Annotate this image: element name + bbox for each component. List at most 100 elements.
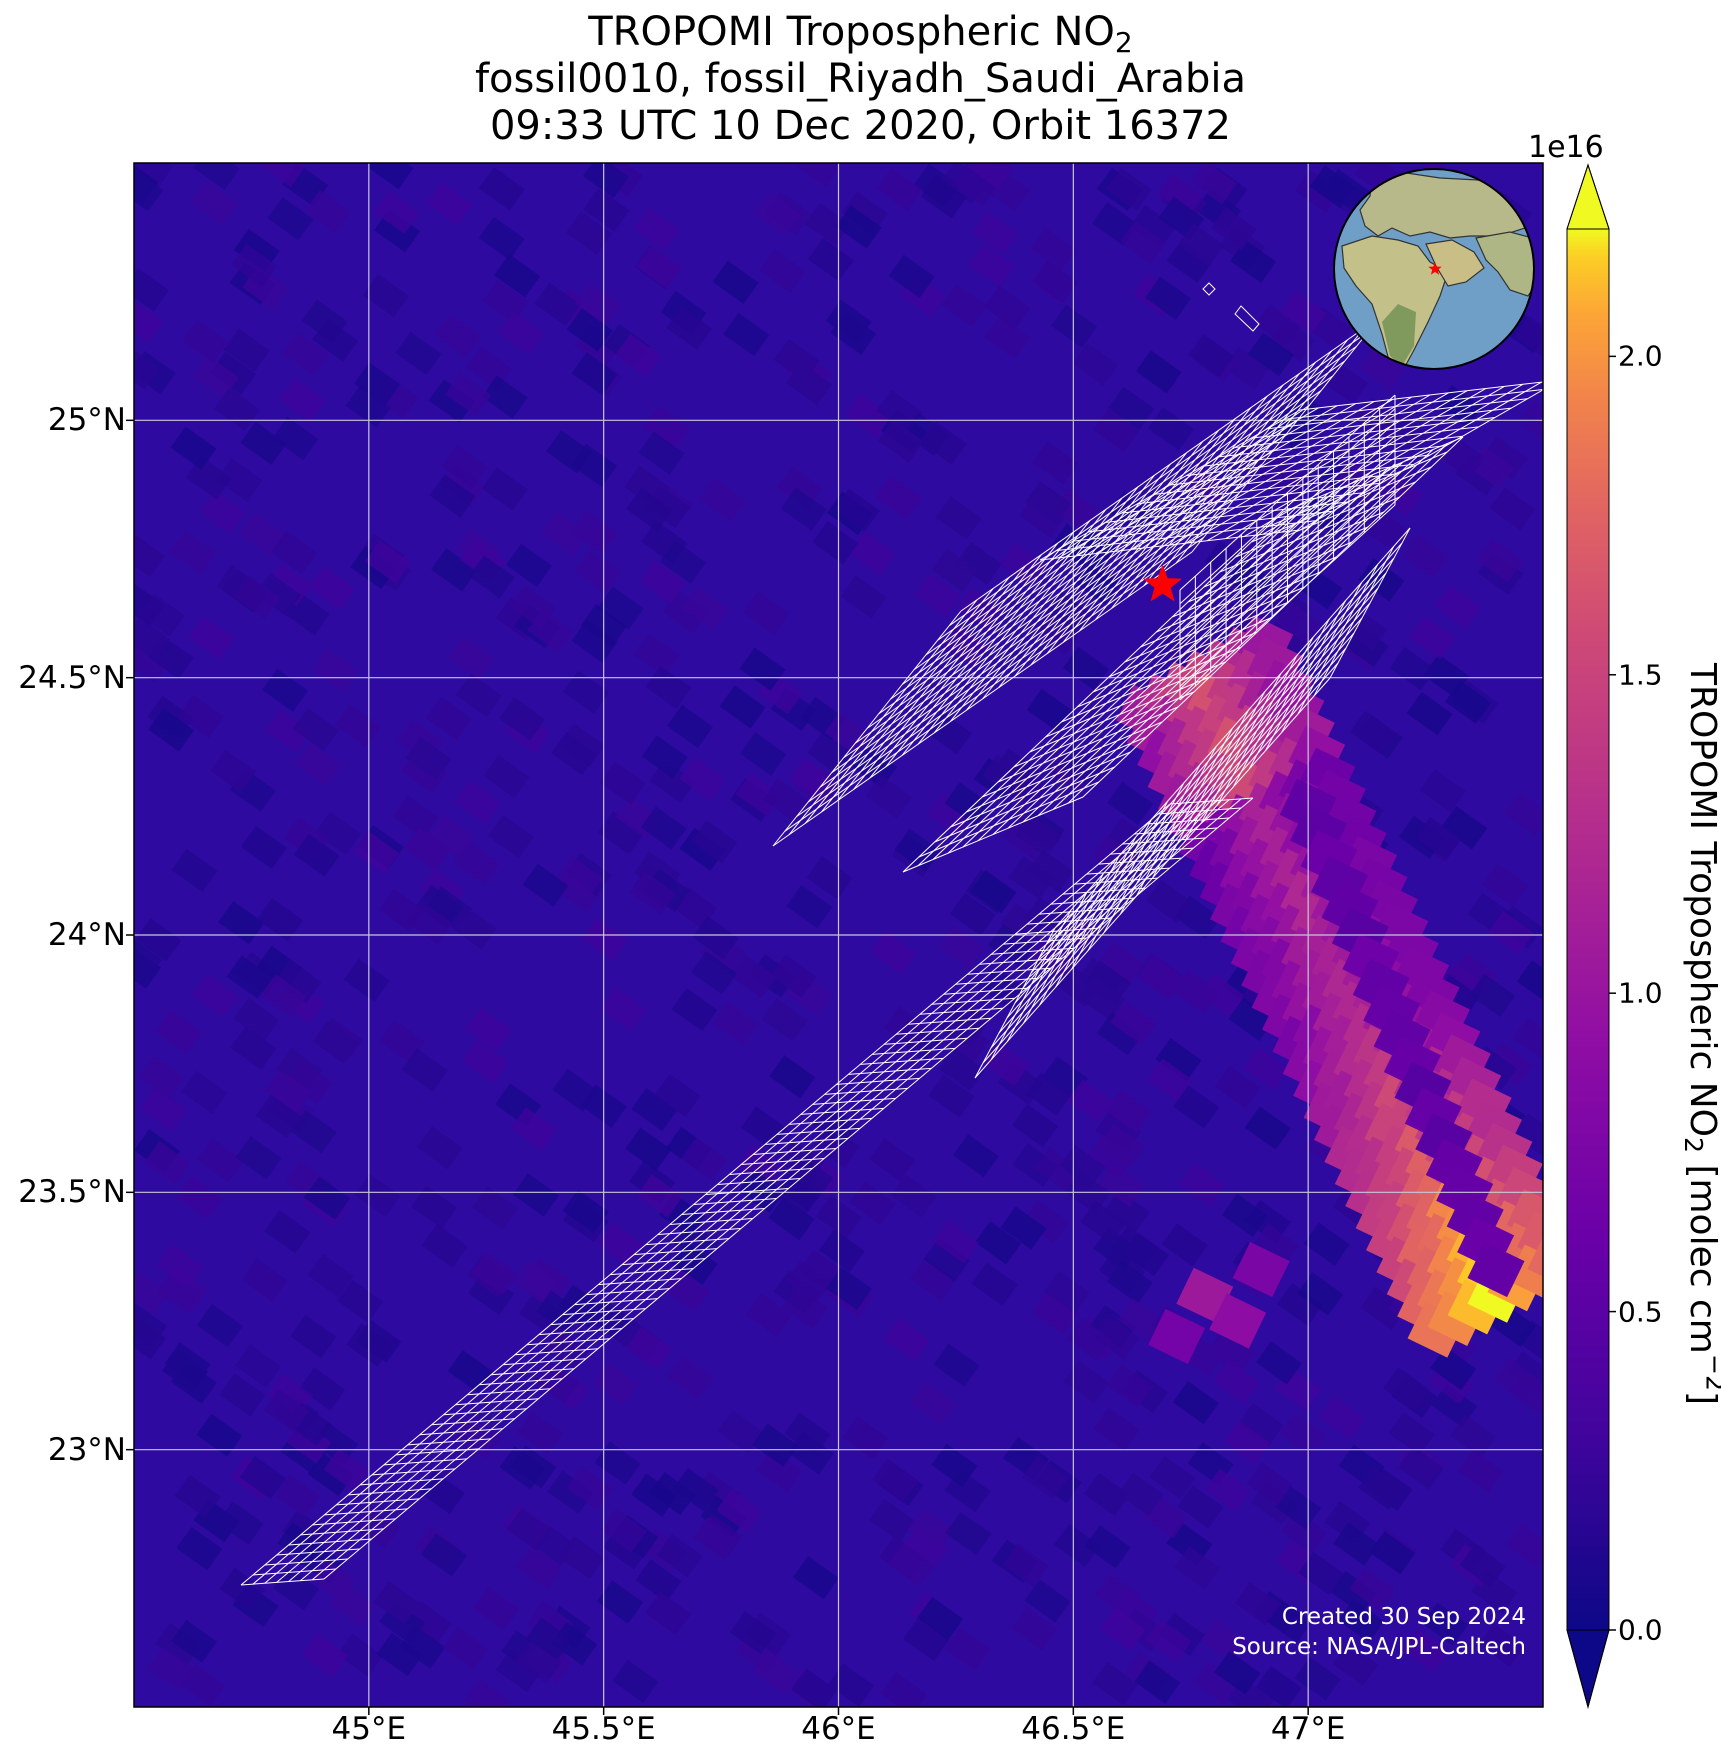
background-pixel: [768, 1196, 815, 1241]
y-tick-label: 25°N: [47, 402, 126, 439]
background-pixel: [265, 709, 312, 753]
background-pixel: [920, 175, 967, 219]
background-pixel: [600, 1509, 647, 1553]
background-pixel: [512, 1173, 559, 1217]
footprint-line: [1082, 436, 1464, 798]
title-line-3: 09:33 UTC 10 Dec 2020, Orbit 16372: [489, 103, 1232, 149]
footprint-line: [1054, 527, 1411, 929]
footprint-line: [937, 345, 1357, 641]
background-pixel: [176, 1526, 223, 1571]
background-pixel: [1024, 1579, 1071, 1623]
background-pixel: [455, 1415, 502, 1459]
background-pixel: [1179, 1163, 1225, 1207]
background-pixel: [626, 487, 673, 532]
background-pixel: [226, 955, 273, 999]
background-pixel: [468, 555, 515, 599]
footprint-line: [991, 947, 1075, 955]
footprint-line: [288, 1538, 372, 1546]
background-pixel: [945, 1511, 992, 1556]
background-pixel: [639, 560, 686, 604]
footprint-line: [741, 1157, 825, 1165]
background-pixel: [753, 1650, 800, 1695]
background-pixel: [522, 863, 569, 907]
background-pixel: [1389, 647, 1436, 691]
background-pixel: [448, 636, 495, 680]
background-pixel: [1080, 1200, 1127, 1244]
background-pixel: [636, 1174, 683, 1218]
background-pixel: [761, 998, 808, 1042]
background-pixel: [465, 1007, 512, 1051]
map-panel: [134, 163, 1543, 1707]
colorbar-extend-min: [1566, 1629, 1610, 1709]
background-pixel: [286, 1060, 333, 1104]
plume-pixel: [1527, 1236, 1543, 1277]
background-pixel: [716, 1489, 763, 1533]
no2-plume: [1116, 615, 1543, 1364]
footprint-line: [925, 360, 1346, 656]
background-pixel: [1444, 680, 1491, 724]
background-pixel: [516, 1411, 563, 1455]
footprint-line: [562, 1308, 646, 1316]
background-pixel: [170, 426, 217, 470]
background-pixel: [138, 593, 185, 637]
background-pixel: [1177, 1485, 1224, 1529]
background-pixel: [1012, 1104, 1059, 1148]
background-pixel: [233, 997, 280, 1041]
footprint-upper-sheet: [772, 316, 1381, 847]
background-pixel: [188, 616, 235, 660]
background-pixel: [631, 1473, 678, 1517]
background-pixel: [441, 445, 488, 489]
background-pixel: [148, 1646, 195, 1691]
background-pixel: [1031, 260, 1078, 304]
background-pixel: [1450, 1414, 1497, 1458]
background-pixel: [786, 884, 833, 929]
background-pixel: [1322, 361, 1369, 405]
footprint-line: [943, 987, 1027, 995]
background-pixel: [481, 375, 528, 419]
background-pixel: [255, 572, 302, 617]
background-pixel: [1519, 400, 1543, 439]
background-pixel: [192, 974, 239, 1018]
footprint-outlier: [1234, 305, 1260, 332]
x-tick-label: 47°E: [1270, 1711, 1346, 1747]
background-pixel: [645, 1591, 692, 1636]
background-pixel: [581, 917, 628, 961]
colorbar-tick-label: 1.5: [1618, 658, 1663, 692]
footprint-outlier: [1202, 282, 1216, 296]
background-pixel: [970, 870, 1017, 914]
background-pixel: [196, 1304, 243, 1348]
background-pixel: [1092, 1662, 1139, 1706]
background-pixel: [282, 332, 329, 376]
footprint-line: [866, 434, 1287, 729]
globe-star-marker: [1428, 262, 1442, 275]
background-pixel: [920, 421, 967, 465]
background-pixel: [1054, 1523, 1101, 1567]
footprint-line: [907, 1017, 992, 1025]
background-pixel: [428, 814, 475, 858]
background-pixel: [660, 540, 706, 584]
footprint-line: [812, 1097, 896, 1105]
footprint-line: [788, 1117, 872, 1125]
x-tick-label: 45°E: [331, 1711, 407, 1747]
background-pixel: [367, 163, 414, 190]
footprint-line: [1022, 587, 1379, 989]
footprint-line: [860, 1057, 944, 1065]
background-pixel: [421, 1224, 468, 1268]
background-pixel: [666, 704, 713, 748]
background-pixel: [806, 856, 853, 900]
background-pixel: [923, 1238, 970, 1282]
background-pixel: [543, 1327, 590, 1371]
footprint-line: [1151, 396, 1412, 548]
background-pixel: [235, 1136, 282, 1180]
background-pixel: [812, 1104, 859, 1148]
footprint-line: [1046, 542, 1403, 944]
background-pixel: [813, 1124, 860, 1168]
footprint-line: [974, 677, 1331, 1079]
background-pixel: [842, 1416, 889, 1460]
footprint-line: [323, 797, 1254, 1580]
background-pixel: [1093, 1407, 1140, 1451]
background-pixel: [337, 1279, 384, 1323]
background-pixel: [547, 1470, 594, 1514]
background-pixel: [546, 430, 593, 474]
globe-inset: [1333, 168, 1535, 370]
